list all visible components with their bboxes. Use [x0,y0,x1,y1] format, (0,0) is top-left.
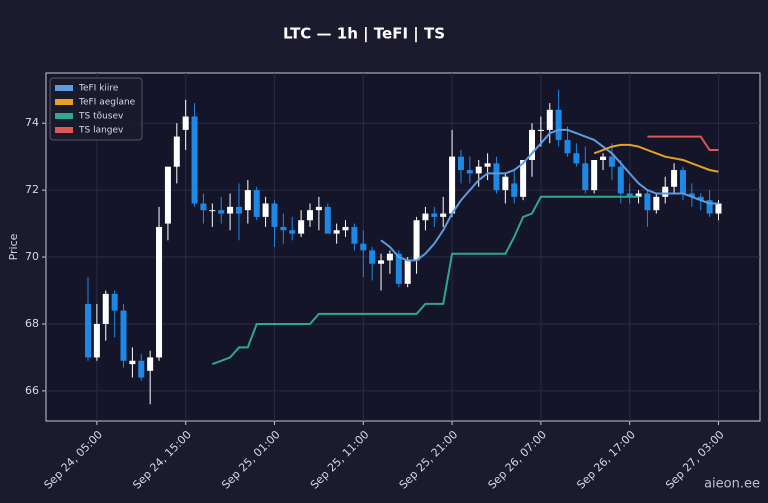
candle-body [342,226,349,231]
marks [85,89,722,405]
candle-body [351,226,358,244]
candle-body [395,253,402,284]
candle-body [200,203,207,211]
candle-body [422,213,429,221]
candle-body [688,193,695,197]
candle-body [182,116,189,130]
candle-body [582,163,589,191]
indicator-line [647,135,719,151]
candle-body [573,153,580,164]
legend-swatch [55,99,73,105]
legend-swatch [55,127,73,133]
candle-body [537,129,544,131]
candle-body [218,210,225,214]
candle-body [617,166,624,194]
candle-body [493,163,500,191]
candle-body [404,260,411,284]
candle-body [386,253,393,261]
legend-box [49,77,143,141]
candle-body [315,206,322,211]
legend-swatch [55,85,73,91]
y-tick-label: 72 [25,183,39,196]
candle-body [360,243,367,251]
candle-body [289,230,296,234]
candle-body [85,303,91,358]
candle-body [93,323,100,358]
candle-body [262,203,269,217]
candle-body [431,213,438,217]
candle-body [671,170,678,187]
legend-label: TeFI kiire [78,84,119,94]
candle-body [511,183,518,197]
candle-body [653,196,660,211]
plot-area [45,72,761,422]
candle-body [147,357,154,371]
watermark: aieon.ee [704,477,760,492]
candle-body [164,166,171,224]
candle-body [626,193,633,197]
candle-body [591,160,598,191]
candle-body [324,206,331,234]
candle-body [635,193,642,197]
candle-body [466,170,473,174]
candle-body [706,200,713,214]
candle-body [271,203,278,227]
y-tick-label: 74 [25,116,39,129]
candle-body [129,360,136,365]
candle-body [102,293,109,324]
candle-body [555,109,562,140]
candle-body [440,213,447,217]
candle-body [600,156,607,160]
candle-body [227,206,234,214]
candle-body [697,196,704,201]
candle-body [520,160,527,197]
candle-body [564,139,571,154]
y-tick-label: 68 [25,317,39,330]
y-tick-label: 70 [25,250,39,263]
candle-body [484,163,491,167]
candle-body [253,190,260,217]
y-tick-label: 66 [25,384,39,397]
candle-body [298,220,305,234]
candle-body [369,250,376,264]
candle-body [378,260,385,264]
candle-body [280,226,287,231]
candle-body [644,193,651,211]
candle-body [457,156,464,171]
legend-label: TS langev [78,126,124,136]
candle-body [715,203,722,214]
candle-body [209,210,216,212]
candle-body [138,360,145,378]
candle-body [173,136,180,167]
candle-body [191,116,198,204]
indicator-line [211,195,639,366]
candle-body [120,310,127,361]
indicator-line [593,143,719,173]
candle-body [529,129,535,160]
indicator-line [380,128,719,262]
candle-body [608,156,615,167]
candle-body [475,166,482,174]
candle-body [546,109,553,130]
y-axis-label: Price [7,233,20,260]
candle-body [156,226,163,358]
candle-body [333,230,340,234]
legend-swatch [55,113,73,119]
candle-body [502,176,509,191]
legend: TeFI kiire TeFI aeglane TS tõusev TS langev [49,77,143,141]
candle-body [662,186,669,197]
candle-body [244,190,251,211]
chart-title: LTC — 1h | TeFI | TS [283,25,445,44]
candle-body [679,170,686,194]
candle-body [449,156,456,214]
candle-body [413,220,420,261]
legend-label: TeFI aeglane [78,98,136,108]
candle-body [235,206,242,214]
candle-body [111,293,118,311]
legend-label: TS tõusev [78,112,124,122]
candle-body [307,210,313,221]
